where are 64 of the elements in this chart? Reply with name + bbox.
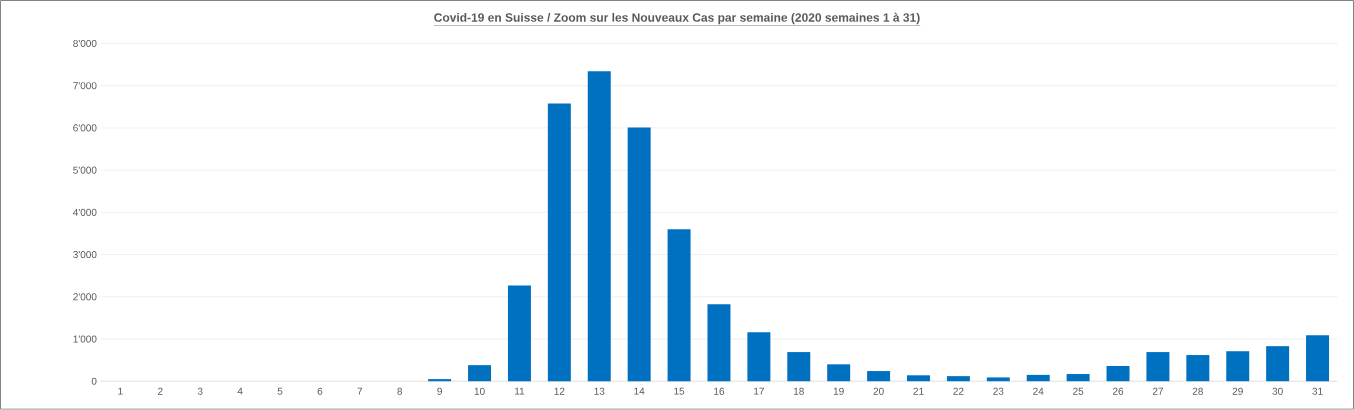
x-tick-label: 31 [1312,387,1323,395]
x-tick-label: 27 [1152,387,1163,395]
x-tick-label: 25 [1073,387,1084,395]
bar [1266,346,1290,382]
y-tick-label: 2'000 [73,293,97,301]
bar [587,71,611,382]
y-tick-label: 1'000 [73,335,97,343]
bar [1146,352,1170,382]
x-tick-label: 16 [714,387,725,395]
x-tick-label: 8 [397,387,403,395]
x-tick-label: 11 [515,387,525,395]
x-tick-label: 26 [1112,387,1124,395]
x-tick-label: 2 [158,387,163,395]
y-tick-label: 8'000 [73,40,97,48]
x-tick-label: 22 [953,387,964,395]
bar [1306,335,1330,382]
x-tick-label: 13 [594,387,605,395]
bar [986,377,1010,382]
bar [547,103,571,382]
bar [667,229,691,382]
x-tick-label: 3 [197,387,203,395]
bar [428,379,452,382]
x-tick-label: 10 [474,387,485,395]
chart-title: Covid-19 en Suisse / Zoom sur les Nouveaux Cas par semaine (2020 semaines 1 à 31) [434,13,920,25]
y-tick-label: 0 [91,377,97,385]
x-tick-label: 23 [993,387,1004,395]
x-tick-label: 9 [437,387,442,395]
x-tick-label: 1 [118,387,123,395]
bar [707,304,731,382]
bar [907,375,930,382]
x-tick-label: 7 [357,387,363,395]
x-tick-label: 18 [793,387,804,395]
x-tick-label: 28 [1192,387,1203,395]
x-tick-label: 19 [833,387,844,395]
x-tick-label: 4 [237,387,243,395]
x-tick-label: 5 [277,387,283,395]
x-tick-label: 21 [913,387,924,395]
y-tick-label: 7'000 [73,82,97,90]
bar [1106,366,1130,382]
x-tick-label: 12 [554,387,565,395]
y-tick-label: 3'000 [73,251,97,259]
x-tick-label: 15 [674,387,685,395]
bar [1066,374,1090,382]
y-tick-label: 5'000 [73,166,97,174]
bar [507,285,531,382]
bar [1026,375,1050,382]
x-tick-label: 24 [1033,387,1044,395]
bar [1186,355,1210,382]
bar [867,371,891,382]
bar [1226,351,1250,382]
x-tick-label: 29 [1232,387,1243,395]
bar [747,332,771,382]
bar [627,127,651,382]
bar [468,365,492,382]
bar [787,352,811,382]
bar [827,364,851,382]
x-tick-label: 30 [1272,387,1283,395]
x-tick-label: 14 [634,387,645,395]
x-tick-label: 20 [873,387,884,395]
y-tick-label: 6'000 [73,124,97,132]
bar [946,376,970,382]
y-tick-label: 4'000 [73,208,97,217]
x-tick-label: 17 [754,387,764,395]
x-tick-label: 6 [317,387,323,395]
